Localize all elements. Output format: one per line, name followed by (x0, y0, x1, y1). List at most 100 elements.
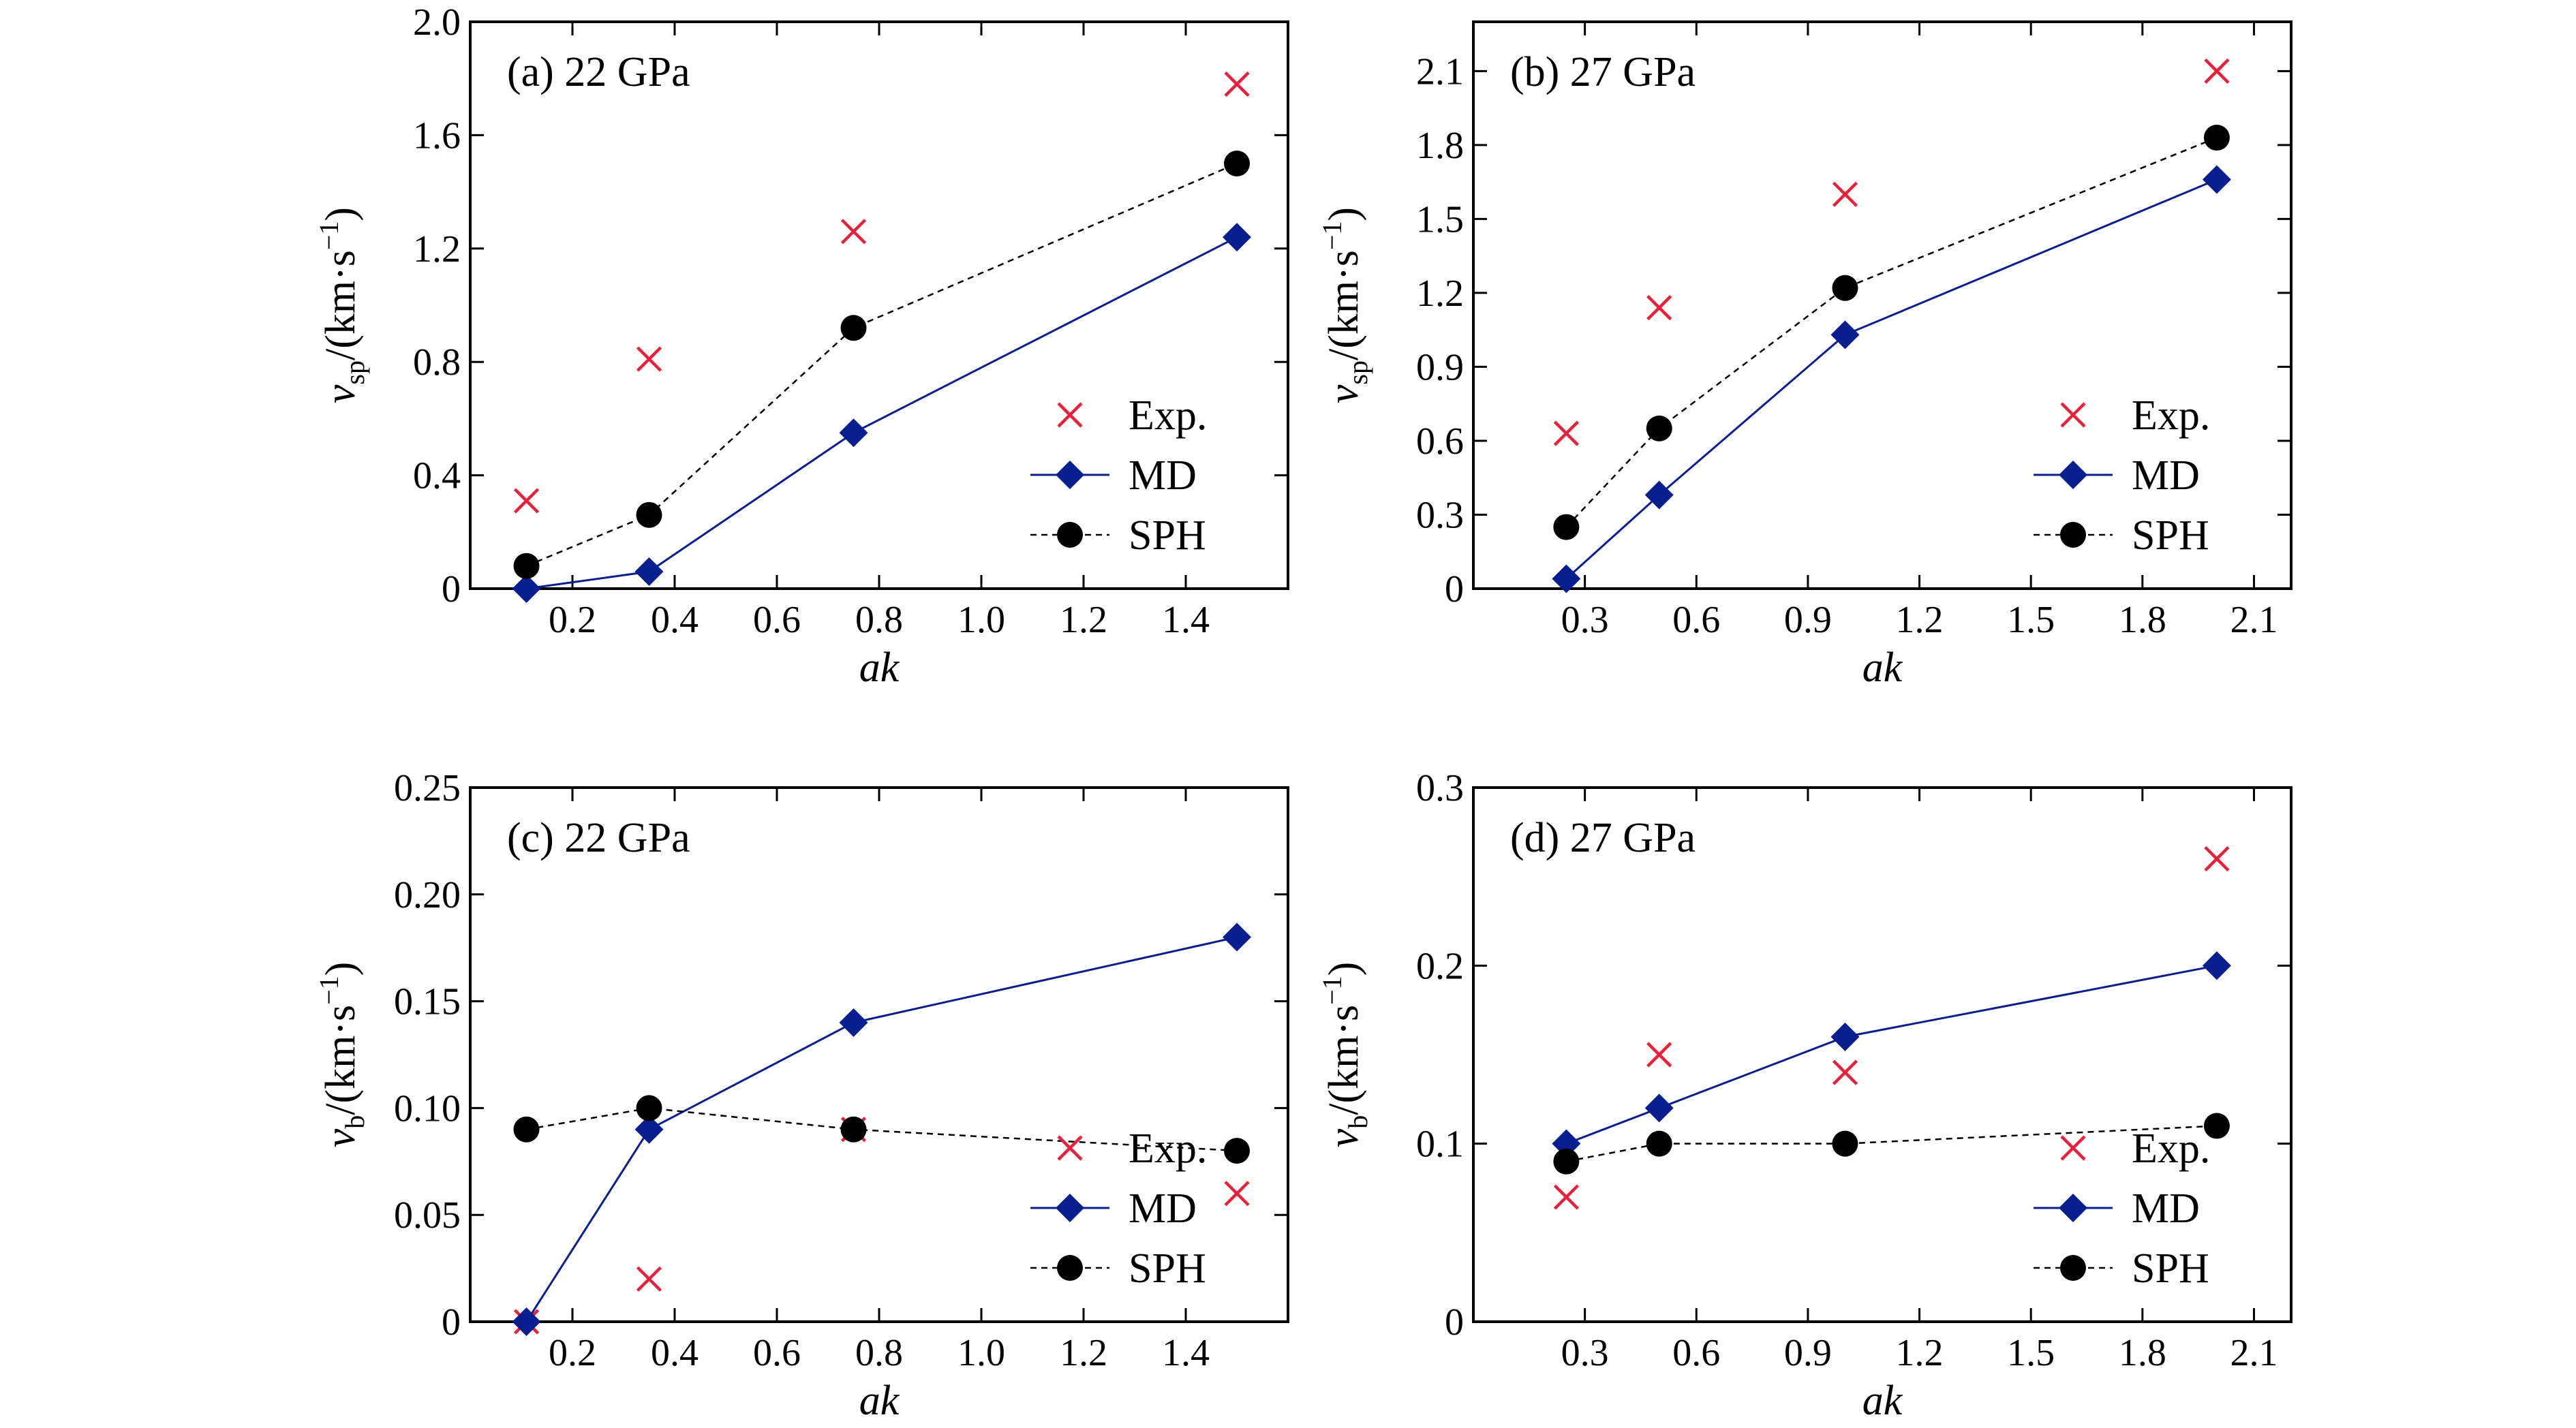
x-tick-label-b: 0.6 (1672, 599, 1720, 641)
x-tick-label-d: 1.2 (1896, 1332, 1944, 1374)
legend-b: Exp. MD SPH (2034, 392, 2210, 559)
legend-label-sph-b: SPH (2132, 512, 2209, 559)
y-tick-label-b: 0.3 (1416, 494, 1464, 536)
series-line-sph-d (1566, 1125, 2217, 1163)
point-sph-b (1553, 514, 1580, 540)
y-tick-label-b: 0 (1445, 568, 1464, 610)
point-sph-a (636, 501, 662, 528)
y-tick-label-a: 2.0 (413, 1, 461, 44)
x-tick-label-b: 1.5 (2007, 599, 2055, 641)
legend-label-md-b: MD (2132, 452, 2200, 499)
y-axis-label-a: vsp/(km·s−1) (313, 207, 370, 403)
legend-marker-exp-d (2060, 1135, 2086, 1161)
legend-label-exp-c: Exp. (1129, 1126, 1207, 1172)
x-tick-label-a: 0.2 (549, 599, 596, 641)
x-tick-label-d: 0.3 (1561, 1332, 1609, 1374)
point-exp-b (1832, 181, 1858, 207)
x-tick-label-d: 0.9 (1784, 1332, 1832, 1374)
y-tick-label-a: 1.2 (413, 228, 461, 270)
x-tick-label-a: 1.4 (1162, 599, 1210, 641)
point-exp-d (1646, 1042, 1672, 1068)
series-line-md-a (526, 236, 1238, 590)
point-sph-b (2203, 125, 2230, 151)
legend-marker-md-c (1056, 1194, 1084, 1222)
point-md-a (1223, 223, 1251, 252)
y-tick-label-b: 1.8 (1416, 125, 1464, 167)
point-sph-d (1553, 1148, 1580, 1175)
legend-c: Exp. MD SPH (1030, 1126, 1207, 1292)
point-md-a (839, 418, 868, 448)
series-line-sph-b (1565, 136, 2218, 528)
point-exp-c (636, 1266, 662, 1292)
legend-label-exp-a: Exp. (1129, 392, 1207, 439)
y-tick-label-c: 0.20 (394, 874, 461, 916)
point-sph-a (1224, 151, 1250, 176)
x-axis-label-c: ak (859, 1378, 900, 1424)
legend-marker-sph-d (2060, 1255, 2086, 1281)
x-tick-label-b: 1.8 (2119, 599, 2166, 641)
y-tick-label-b: 1.2 (1416, 273, 1464, 315)
y-axis-label-c: vb/(km·s−1) (313, 962, 370, 1148)
point-md-d (1830, 1022, 1860, 1051)
point-md-c (634, 1115, 664, 1144)
x-tick-label-c: 0.4 (651, 1332, 699, 1374)
point-exp-d (1832, 1059, 1858, 1085)
point-sph-d (2203, 1113, 2230, 1139)
y-tick-label-d: 0.1 (1416, 1123, 1464, 1166)
y-tick-label-b: 0.6 (1416, 420, 1464, 463)
y-tick-label-b: 2.1 (1416, 50, 1464, 93)
axes-frame-d (1472, 786, 2293, 1323)
legend-marker-md-d (2059, 1194, 2087, 1222)
legend-label-md-d: MD (2132, 1185, 2200, 1232)
point-exp-c (1224, 1181, 1250, 1207)
series-line-sph-a (526, 162, 1238, 567)
point-md-b (2202, 165, 2231, 194)
x-tick-label-a: 0.8 (855, 599, 903, 641)
y-tick-label-b: 1.5 (1416, 198, 1464, 240)
point-md-c (512, 1307, 541, 1336)
point-sph-b (1832, 275, 1858, 301)
y-tick-label-c: 0.10 (394, 1087, 461, 1130)
point-exp-a (1224, 71, 1250, 97)
y-tick-label-a: 0.8 (413, 341, 461, 384)
y-axis-label-b: vsp/(km·s−1) (1317, 207, 1373, 403)
legend-label-sph-a: SPH (1129, 512, 1206, 559)
series-line-md-c (525, 936, 1238, 1322)
x-tick-label-a: 1.2 (1060, 599, 1107, 641)
y-tick-label-c: 0.05 (394, 1194, 461, 1237)
point-md-d (1644, 1093, 1674, 1123)
legend-marker-sph-c (1057, 1255, 1083, 1281)
y-tick-label-c: 0.15 (394, 981, 461, 1023)
x-axis-label-b: ak (1862, 645, 1903, 691)
x-tick-label-a: 1.0 (957, 599, 1005, 641)
point-sph-d (1832, 1130, 1858, 1157)
point-md-b (1552, 564, 1581, 593)
point-md-a (634, 557, 664, 587)
legend-d: Exp. MD SPH (2034, 1126, 2210, 1292)
point-exp-b (1646, 295, 1672, 321)
x-tick-label-c: 0.8 (855, 1332, 903, 1374)
point-sph-c (513, 1116, 540, 1143)
legend-marker-sph-a (1057, 522, 1083, 548)
panel-a: 0.2 0.4 0.6 0.8 1.0 1.2 1.4 0 0.4 0.8 1.2 1.6 2.0 ak v… (313, 1, 1289, 691)
legend-a: Exp. MD SPH (1030, 392, 1207, 559)
point-md-a (512, 574, 541, 603)
legend-marker-md-a (1056, 461, 1084, 489)
panel-label-b: (b) 27 GPa (1510, 49, 1696, 95)
y-tick-label-c: 0 (442, 1301, 461, 1344)
point-exp-a (840, 219, 867, 245)
x-tick-label-d: 1.8 (2119, 1332, 2166, 1374)
legend-marker-md-b (2059, 461, 2087, 489)
point-sph-c (1224, 1138, 1250, 1164)
point-exp-a (636, 346, 662, 372)
point-exp-b (2204, 58, 2230, 84)
legend-label-md-a: MD (1129, 452, 1197, 499)
panel-label-a: (a) 22 GPa (507, 49, 690, 95)
point-exp-d (2204, 845, 2230, 872)
x-tick-label-c: 1.0 (957, 1332, 1005, 1374)
x-tick-label-c: 1.2 (1060, 1332, 1107, 1374)
x-axis-label-d: ak (1862, 1378, 1903, 1424)
legend-label-exp-b: Exp. (2132, 392, 2210, 439)
axes-frame-a (469, 20, 1289, 590)
legend-marker-exp-b (2060, 402, 2086, 428)
